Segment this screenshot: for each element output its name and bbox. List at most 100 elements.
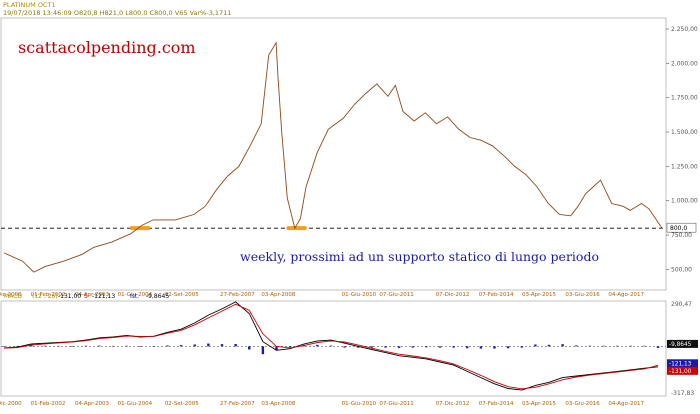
- price-x-tick-label: 03-Apr-2015: [522, 292, 557, 298]
- macd-x-tick-label: 07-Dic-2012: [436, 401, 470, 407]
- macd-value-badge-label: -121,13: [669, 361, 692, 367]
- macd-value-badge: [667, 339, 698, 348]
- macd-x-tick-label: 01-Feb-2002: [31, 401, 66, 407]
- price-y-tick-label: 1.750,00: [671, 95, 698, 102]
- price-y-tick-label: 1.250,00: [671, 163, 698, 170]
- macd-histogram-bar: [506, 346, 510, 349]
- price-y-tick-label: 750,00: [671, 232, 692, 239]
- ohlc-readout: 19/07/2018 13:46:09 O820,8 H821,0 L800,0…: [3, 9, 231, 17]
- high-value: 821,0: [104, 9, 124, 17]
- open-value: 820,8: [78, 9, 98, 17]
- macd-histogram-bar: [656, 346, 660, 348]
- macd-x-tick-label: 04-Ago-2017: [608, 401, 644, 407]
- macd-histogram-bar: [370, 346, 374, 348]
- macd-x-tick-label: 07-Giu-2011: [379, 401, 413, 407]
- macd-histogram-bar: [207, 343, 210, 347]
- macd-histogram-bar: [384, 346, 387, 348]
- macd-histogram-bar: [615, 345, 619, 347]
- macd-histogram-bar: [152, 346, 156, 347]
- macd-histogram-bar: [397, 346, 401, 348]
- macd-line: [3, 301, 659, 391]
- price-x-tick-label: 01-Giu-2010: [342, 292, 377, 298]
- macd-x-tick-label: 02-Set-2005: [165, 401, 199, 407]
- macd-histogram-bar: [588, 345, 592, 347]
- price-x-tick-label: 01-Dic-2000: [0, 292, 22, 298]
- macd-histogram-bar: [329, 345, 333, 347]
- macd-value-badge-label: -131,00: [669, 369, 692, 375]
- macd-histogram-bar: [84, 345, 87, 347]
- macd-histogram-bar: [234, 344, 237, 347]
- macd-legend-item: (12 , 26): [32, 293, 58, 300]
- price-x-tick-label: 04-Ago-2017: [608, 292, 644, 298]
- macd-histogram-bar: [139, 346, 142, 347]
- macd-histogram-bar: [111, 345, 115, 347]
- macd-histogram-bar: [288, 346, 292, 348]
- macd-histogram-bar: [125, 345, 128, 347]
- price-x-tick-label: 07-Giu-2011: [379, 292, 413, 298]
- macd-x-tick-label: 07-Feb-2014: [479, 401, 514, 407]
- price-y-tick-label: 2.250,00: [671, 26, 698, 33]
- macd-histogram-bar: [575, 345, 578, 347]
- macd-histogram-bar: [43, 345, 47, 347]
- macd-histogram-bar: [316, 344, 319, 347]
- macd-histogram-bar: [643, 345, 646, 347]
- price-panel-frame: [0, 17, 667, 291]
- price-y-tick-label: 1.000,00: [671, 198, 698, 205]
- macd-histogram-bar: [166, 345, 169, 347]
- macd-x-tick-label: 03-Giu-2016: [565, 401, 600, 407]
- time-value: 13:46:09: [42, 9, 72, 17]
- macd-x-tick-label: 04-Apr-2003: [75, 401, 110, 407]
- macd-legend-item: -9,8645: [146, 293, 169, 300]
- price-x-tick-label: 02-Set-2005: [165, 292, 199, 298]
- watermark-text: scattacolpending.com: [18, 38, 196, 57]
- macd-legend-item: S: [84, 293, 88, 300]
- macd-histogram-bar: [16, 345, 19, 347]
- volume-label: V: [174, 9, 180, 17]
- macd-histogram-bar: [57, 345, 60, 347]
- price-x-tick-label: 03-Giu-2016: [565, 292, 600, 298]
- annotation-text: weekly, prossimi ad un supporto statico …: [240, 249, 599, 264]
- macd-value-badge: [667, 366, 698, 375]
- support-badge-label: 800,0: [670, 225, 687, 232]
- var-label: Var%: [189, 9, 207, 17]
- macd-histogram-bar: [343, 346, 346, 348]
- macd-histogram-bar: [179, 345, 183, 347]
- macd-histogram-bar: [452, 346, 455, 348]
- close-value: 800,0: [154, 9, 173, 17]
- close-label: C: [149, 9, 155, 17]
- price-x-tick-label: 01-Giu-2004: [118, 292, 153, 298]
- macd-histogram-bar: [275, 346, 278, 351]
- price-x-tick-label: 07-Dic-2012: [436, 292, 470, 298]
- price-x-tick-label: 07-Feb-2014: [479, 292, 514, 298]
- macd-histogram-bar: [220, 344, 224, 347]
- macd-histogram-bar: [561, 344, 564, 347]
- high-label: H: [99, 9, 105, 17]
- price-x-tick-label: 03-Apr-2008: [261, 292, 296, 298]
- support-touch-marker: [130, 226, 151, 231]
- macd-value-badge-label: -9,8645: [669, 342, 692, 348]
- macd-histogram-bar: [2, 346, 6, 347]
- macd-x-tick-label: 01-Dic-2000: [0, 401, 22, 407]
- price-x-tick-label: 27-Feb-2007: [220, 292, 255, 298]
- macd-histogram-bar: [248, 346, 251, 350]
- macd-x-tick-label: 03-Apr-2008: [261, 401, 296, 407]
- macd-x-tick-label: 27-Feb-2007: [220, 401, 255, 407]
- low-label: L: [125, 9, 129, 17]
- macd-histogram-bar: [70, 346, 74, 347]
- macd-histogram-bar: [30, 345, 33, 347]
- macd-histogram-bar: [520, 346, 523, 348]
- price-y-tick-label: 500,00: [671, 266, 692, 273]
- macd-legend-item: -131,00: [58, 293, 81, 300]
- macd-histogram-bar: [493, 346, 496, 349]
- macd-x-tick-label: 01-Giu-2010: [342, 401, 377, 407]
- macd-legend-item: Ist.: [130, 293, 139, 300]
- macd-value-badge: [667, 359, 698, 368]
- macd-histogram-bar: [547, 344, 551, 347]
- price-x-tick-label: 01-Feb-2002: [31, 292, 66, 298]
- macd-histogram-bar: [98, 345, 101, 347]
- instrument-title: PLATINUM OCT1: [3, 1, 56, 9]
- macd-histogram-bar: [629, 345, 632, 347]
- macd-histogram-bar: [425, 346, 428, 348]
